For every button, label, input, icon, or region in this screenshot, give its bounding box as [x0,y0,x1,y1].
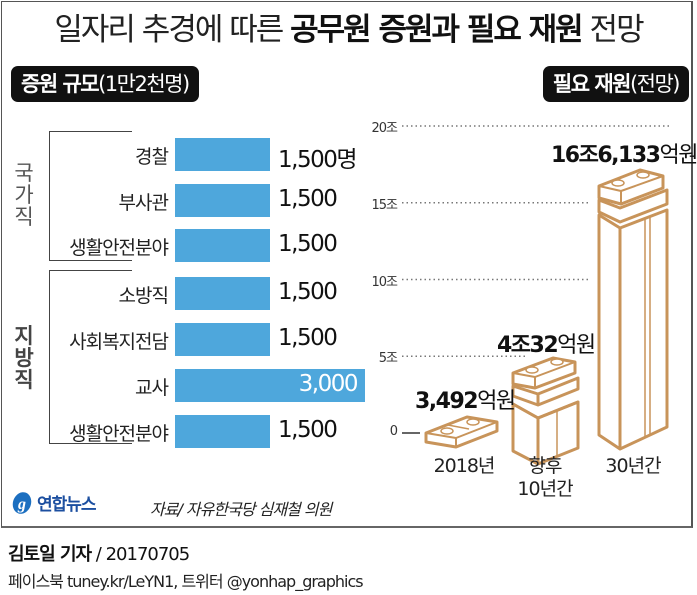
group-bracket-national [49,131,132,261]
bar [175,277,270,310]
title-part-2: 공무원 증원과 필요 재원 [290,12,584,48]
source-note: 자료/ 자유한국당 심재철 의원 [150,500,332,519]
bar [175,323,270,356]
logo-text: 연합뉴스 [37,495,97,515]
bar-category-label: 교사 [135,377,169,399]
funding-category-label: 향후 10년간 [505,455,585,501]
reporter-name: 김토일 기자 [8,544,92,565]
funding-value-unit: 억원 [557,333,596,358]
category-line: 10년간 [517,478,573,500]
funding-value-label: 4조32억원 [497,327,596,359]
bar-value-label: 1,500 [278,231,338,257]
group-char: 방 [14,346,34,370]
yonhap-logo: g 연합뉴스 [10,490,97,515]
group-label-national: 국 가 직 [12,162,36,228]
bar-category-label: 생활안전분야 [69,237,169,259]
category-line: 30년간 [605,455,661,477]
bar-value-label: 1,500 [278,325,338,351]
category-line: 2018년 [433,455,496,477]
funding-category-label: 30년간 [593,455,673,478]
bar-category-label: 생활안전분야 [69,423,169,445]
group-char: 지 [14,324,34,348]
left-panel-header: 증원 규모(1만2천명) [11,66,199,102]
y-tick-label: 15조 [371,197,397,213]
svg-text:g: g [17,496,26,513]
bar [175,369,365,402]
yonhap-logo-icon: g [12,491,32,514]
bar-value-label: 1,500 [278,186,338,212]
bar-value-label: 1,500 [278,279,338,305]
y-tick-label: 10조 [371,274,397,290]
group-char: 가 [14,183,34,207]
funding-value-label: 3,492억원 [415,383,516,415]
left-header-light: (1만2천명) [98,72,190,96]
bar-category-label: 경찰 [135,146,169,168]
funding-value-number: 3,492 [415,389,479,414]
bar [175,138,270,171]
social-links: 페이스북 tuney.kr/LeYN1, 트위터 @yonhap_graphic… [8,572,364,591]
bar-category-label: 사회복지전담 [69,331,169,353]
right-header-light: (전망) [629,72,681,96]
title-part-3: 전망 [581,12,645,48]
y-tick-label: 5조 [378,351,398,367]
money-stack-2018 [424,415,499,449]
funding-value-number: 4조32 [497,333,559,358]
funding-category-label: 2018년 [424,455,504,478]
y-tick-label: 0 [389,424,398,439]
credit-line: 김토일 기자 / 20170705 [8,540,190,566]
bar [175,184,270,217]
left-header-bold: 증원 규모 [21,72,100,96]
group-char: 국 [14,161,34,185]
group-bracket-local [49,270,132,444]
funding-value-unit: 억원 [659,143,697,168]
bar-category-label: 소방직 [118,285,169,307]
bar-category-label: 부사관 [118,192,169,214]
right-panel-header: 필요 재원(전망) [542,66,689,102]
bar-value-label: 1,500명 [278,147,358,173]
y-tick-label: 20조 [371,121,397,136]
money-stack-10years [511,356,580,466]
page-title: 일자리 추경에 따른 공무원 증원과 필요 재원 전망 [0,4,697,49]
bar-value-label: 1,500 [278,417,338,443]
funding-value-number: 16조6,133 [551,143,661,168]
bar-value-label: 3,000 [298,371,359,397]
publish-date: / 20170705 [91,544,190,565]
funding-value-unit: 억원 [477,389,516,414]
group-label-local: 지 방 직 [12,325,36,391]
funding-value-label: 16조6,133억원 [551,137,697,169]
bar [175,415,270,448]
right-header-bold: 필요 재원 [552,72,632,96]
category-line: 향후 [528,455,563,477]
title-part-1: 일자리 추경에 따른 [54,12,291,48]
group-char: 직 [14,368,34,392]
money-stack-30years [597,168,669,451]
bar [175,229,270,262]
group-char: 직 [14,205,34,229]
